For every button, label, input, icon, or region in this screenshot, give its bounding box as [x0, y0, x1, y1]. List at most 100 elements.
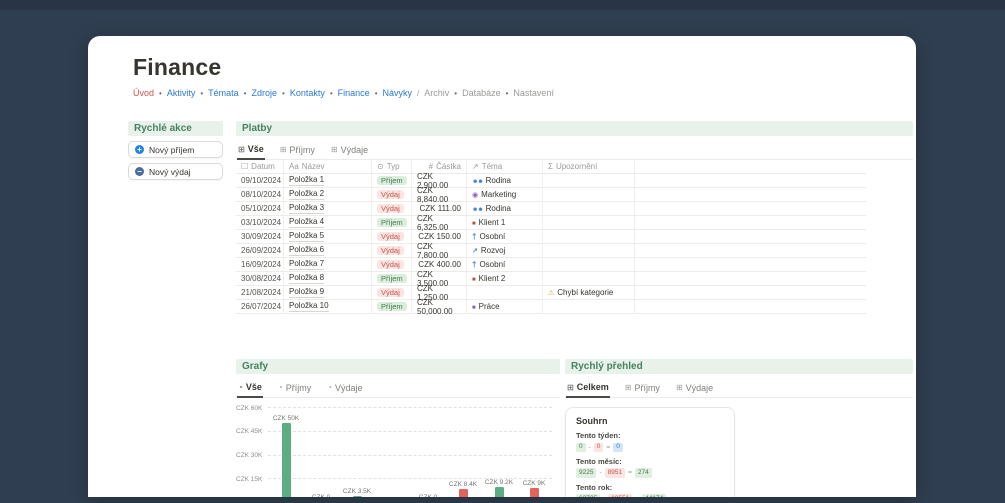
- summary-title: Souhrn: [576, 416, 608, 426]
- table-row[interactable]: 09/10/2024 Položka 1 Příjem CZK 2,900.00…: [236, 172, 866, 190]
- table-row[interactable]: 05/10/2024 Položka 3 Výdaj CZK 111.00 Ro…: [236, 202, 866, 216]
- table-row[interactable]: 26/07/2024 Položka 10 Příjem CZK 50,000.…: [236, 298, 866, 316]
- charts-tabs: ◔ Vše ◔ Příjmy ◔ Výdaje: [236, 379, 560, 398]
- chart-bar-výdaje: [529, 487, 539, 497]
- chart-bar-slot: CZK 8.4K: [449, 407, 477, 497]
- theme-label: Rodina: [485, 176, 511, 185]
- table-view-icon: ⊞: [330, 145, 338, 154]
- column-header-nazev[interactable]: Aa Název: [284, 160, 372, 174]
- summary-group-week: Tento týden: 0 - 0 = 0: [576, 431, 724, 452]
- overview-tabs: ⊞ Celkem ⊞ Příjmy ⊞ Výdaje: [565, 379, 913, 398]
- table-row[interactable]: 30/09/2024 Položka 5 Výdaj CZK 150.00 Os…: [236, 230, 866, 244]
- cell-typ: Výdaj: [372, 258, 412, 272]
- breadcrumb-separator: •: [200, 88, 204, 98]
- table-row[interactable]: 08/10/2024 Položka 2 Výdaj CZK 8,840.00 …: [236, 186, 866, 204]
- text-type-icon: Aa: [289, 162, 299, 171]
- income-badge: 9225: [576, 468, 597, 478]
- type-badge: Výdaj: [377, 190, 404, 199]
- chart-bar-příjmy: [494, 487, 504, 497]
- column-label: Datum: [251, 162, 275, 171]
- pie-chart-icon: ◔: [277, 383, 283, 392]
- tab-payments-vse[interactable]: ⊞ Vše: [237, 141, 265, 160]
- cell-empty: [635, 202, 866, 216]
- tab-label: Vše: [245, 382, 262, 392]
- cell-tema: Osobní: [467, 258, 543, 272]
- table-row[interactable]: 03/10/2024 Položka 4 Příjem CZK 6,325.00…: [236, 214, 866, 232]
- cell-tema: Osobní: [467, 230, 543, 244]
- quick-actions-panel: Rychlé akce + Nový příjem − Nový výdaj: [128, 121, 223, 497]
- theme-label: Marketing: [481, 190, 517, 199]
- theme-icon: [472, 233, 476, 241]
- tab-payments-vydaje[interactable]: ⊞ Výdaje: [330, 141, 369, 159]
- tab-charts-prijmy[interactable]: ◔ Příjmy: [277, 379, 312, 397]
- table-row[interactable]: 16/09/2024 Položka 7 Výdaj CZK 400.00 Os…: [236, 258, 866, 272]
- type-badge: Výdaj: [377, 260, 404, 269]
- cell-empty: [635, 286, 866, 300]
- row-title: Položka 8: [289, 273, 325, 284]
- breadcrumb-link-nastaveni[interactable]: Nastavení: [513, 88, 554, 98]
- new-income-label: Nový příjem: [149, 144, 195, 155]
- calendar-icon: ☐: [241, 162, 249, 171]
- tab-overview-prijmy[interactable]: ⊞ Příjmy: [624, 379, 661, 397]
- tab-charts-vydaje[interactable]: ◔ Výdaje: [326, 379, 363, 397]
- theme-icon: [472, 247, 478, 255]
- type-badge: Příjem: [377, 302, 407, 311]
- top-strip: [0, 0, 1005, 10]
- cell-castka: CZK 400.00: [412, 258, 467, 272]
- breadcrumb-link-uvod[interactable]: Úvod: [133, 88, 155, 98]
- chart-ytick-label: CZK 45K: [236, 428, 263, 436]
- column-header-datum[interactable]: ☐ Datum: [236, 160, 284, 174]
- expense-badge: 18551: [608, 494, 633, 497]
- table-row[interactable]: 26/09/2024 Položka 6 Výdaj CZK 7,800.00 …: [236, 242, 866, 260]
- breadcrumb-link-finance[interactable]: Finance: [337, 88, 370, 98]
- breadcrumb-separator: •: [243, 88, 247, 98]
- breadcrumb-separator: •: [329, 88, 333, 98]
- overview-section: Rychlý přehled ⊞ Celkem ⊞ Příjmy: [565, 359, 913, 497]
- cell-typ: Výdaj: [372, 286, 412, 300]
- column-header-castka[interactable]: # Částka: [412, 160, 467, 174]
- chart-gridline: CZK 30K: [236, 452, 552, 459]
- theme-label: Osobní: [479, 260, 506, 269]
- row-title: Položka 1: [289, 175, 325, 186]
- column-header-typ[interactable]: ⊙ Typ: [372, 160, 412, 174]
- column-header-upozorneni[interactable]: Σ Upozornění: [543, 160, 635, 174]
- breadcrumb-link-zdroje[interactable]: Zdroje: [251, 88, 277, 98]
- cell-typ: Příjem: [372, 216, 412, 230]
- cell-upozorneni: [543, 258, 635, 272]
- tab-overview-vydaje[interactable]: ⊞ Výdaje: [675, 379, 714, 397]
- tab-overview-celkem[interactable]: ⊞ Celkem: [566, 379, 610, 398]
- new-expense-label: Nový výdaj: [149, 166, 191, 177]
- cell-castka: CZK 111.00: [412, 202, 467, 216]
- chart-bar-slot: CZK 3.5K: [343, 407, 371, 497]
- cell-typ: Příjem: [372, 300, 412, 314]
- type-badge: Příjem: [377, 176, 407, 185]
- column-label: Upozornění: [555, 162, 598, 171]
- cell-empty: [635, 244, 866, 258]
- new-expense-button[interactable]: − Nový výdaj: [128, 163, 223, 180]
- page-card: Finance Úvod • Aktivity • Témata • Zdroj…: [88, 36, 916, 497]
- breadcrumb-link-aktivity[interactable]: Aktivity: [166, 88, 196, 98]
- breadcrumb-separator-slash: /: [417, 88, 420, 98]
- breadcrumb-link-archiv[interactable]: Archiv: [424, 88, 450, 98]
- tab-charts-vse[interactable]: ◔ Vše: [237, 379, 263, 398]
- chart-bar-label: CZK 8.4K: [448, 480, 478, 488]
- breadcrumb-link-kontakty[interactable]: Kontakty: [289, 88, 325, 98]
- select-type-icon: ⊙: [377, 162, 384, 171]
- breadcrumb-link-databaze[interactable]: Databáze: [462, 88, 501, 98]
- cell-castka: CZK 2,900.00: [412, 172, 467, 190]
- cell-castka: CZK 50,000.00: [412, 298, 467, 316]
- breadcrumb-link-temata[interactable]: Témata: [208, 88, 239, 98]
- type-badge: Příjem: [377, 274, 407, 283]
- table-row[interactable]: 30/08/2024 Položka 8 Příjem CZK 3,500.00…: [236, 270, 866, 288]
- new-income-button[interactable]: + Nový příjem: [128, 141, 223, 158]
- table-row[interactable]: 21/08/2024 Položka 9 Výdaj CZK 1,250.00 …: [236, 284, 866, 302]
- row-title: Položka 7: [289, 259, 325, 270]
- tab-payments-prijmy[interactable]: ⊞ Příjmy: [279, 141, 316, 159]
- tab-label: Vše: [247, 144, 264, 154]
- cell-datum: 16/09/2024: [236, 258, 284, 272]
- cell-upozorneni: [543, 216, 635, 230]
- column-header-tema[interactable]: ↗ Téma: [467, 160, 543, 174]
- breadcrumb-link-navyky[interactable]: Návyky: [382, 88, 413, 98]
